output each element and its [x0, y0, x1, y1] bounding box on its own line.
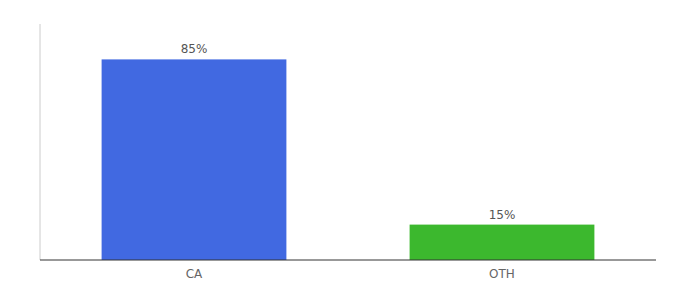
data-label: 15%	[489, 208, 516, 222]
x-tick-label: CA	[186, 267, 203, 281]
x-axis-line	[40, 260, 656, 261]
chart: 85% 15% CA OTH	[0, 0, 680, 300]
bar	[410, 225, 595, 260]
bars	[102, 59, 595, 260]
x-tick-label: OTH	[489, 267, 515, 281]
data-label: 85%	[181, 42, 208, 56]
y-axis-line	[40, 24, 41, 260]
bar	[102, 59, 287, 260]
